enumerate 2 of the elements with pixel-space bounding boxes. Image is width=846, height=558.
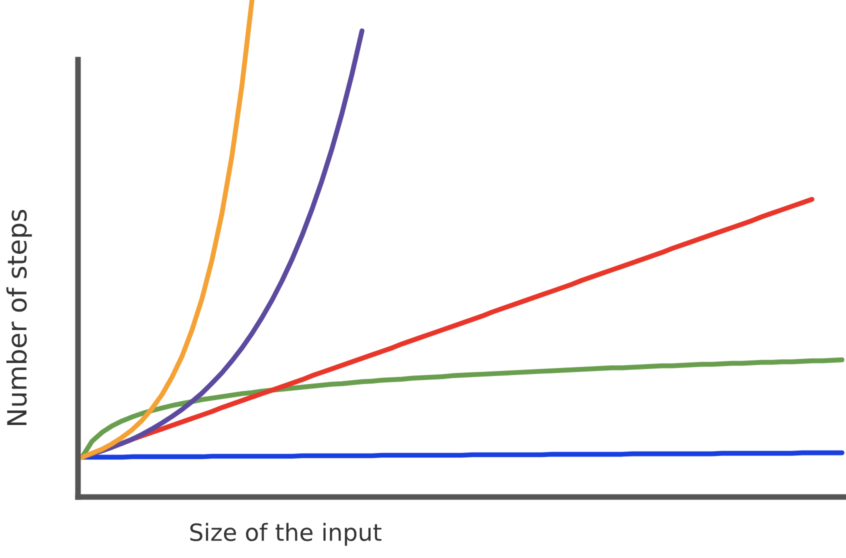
x-axis-title: Size of the input <box>190 522 382 546</box>
y-axis-title: Number of steps <box>6 210 32 426</box>
